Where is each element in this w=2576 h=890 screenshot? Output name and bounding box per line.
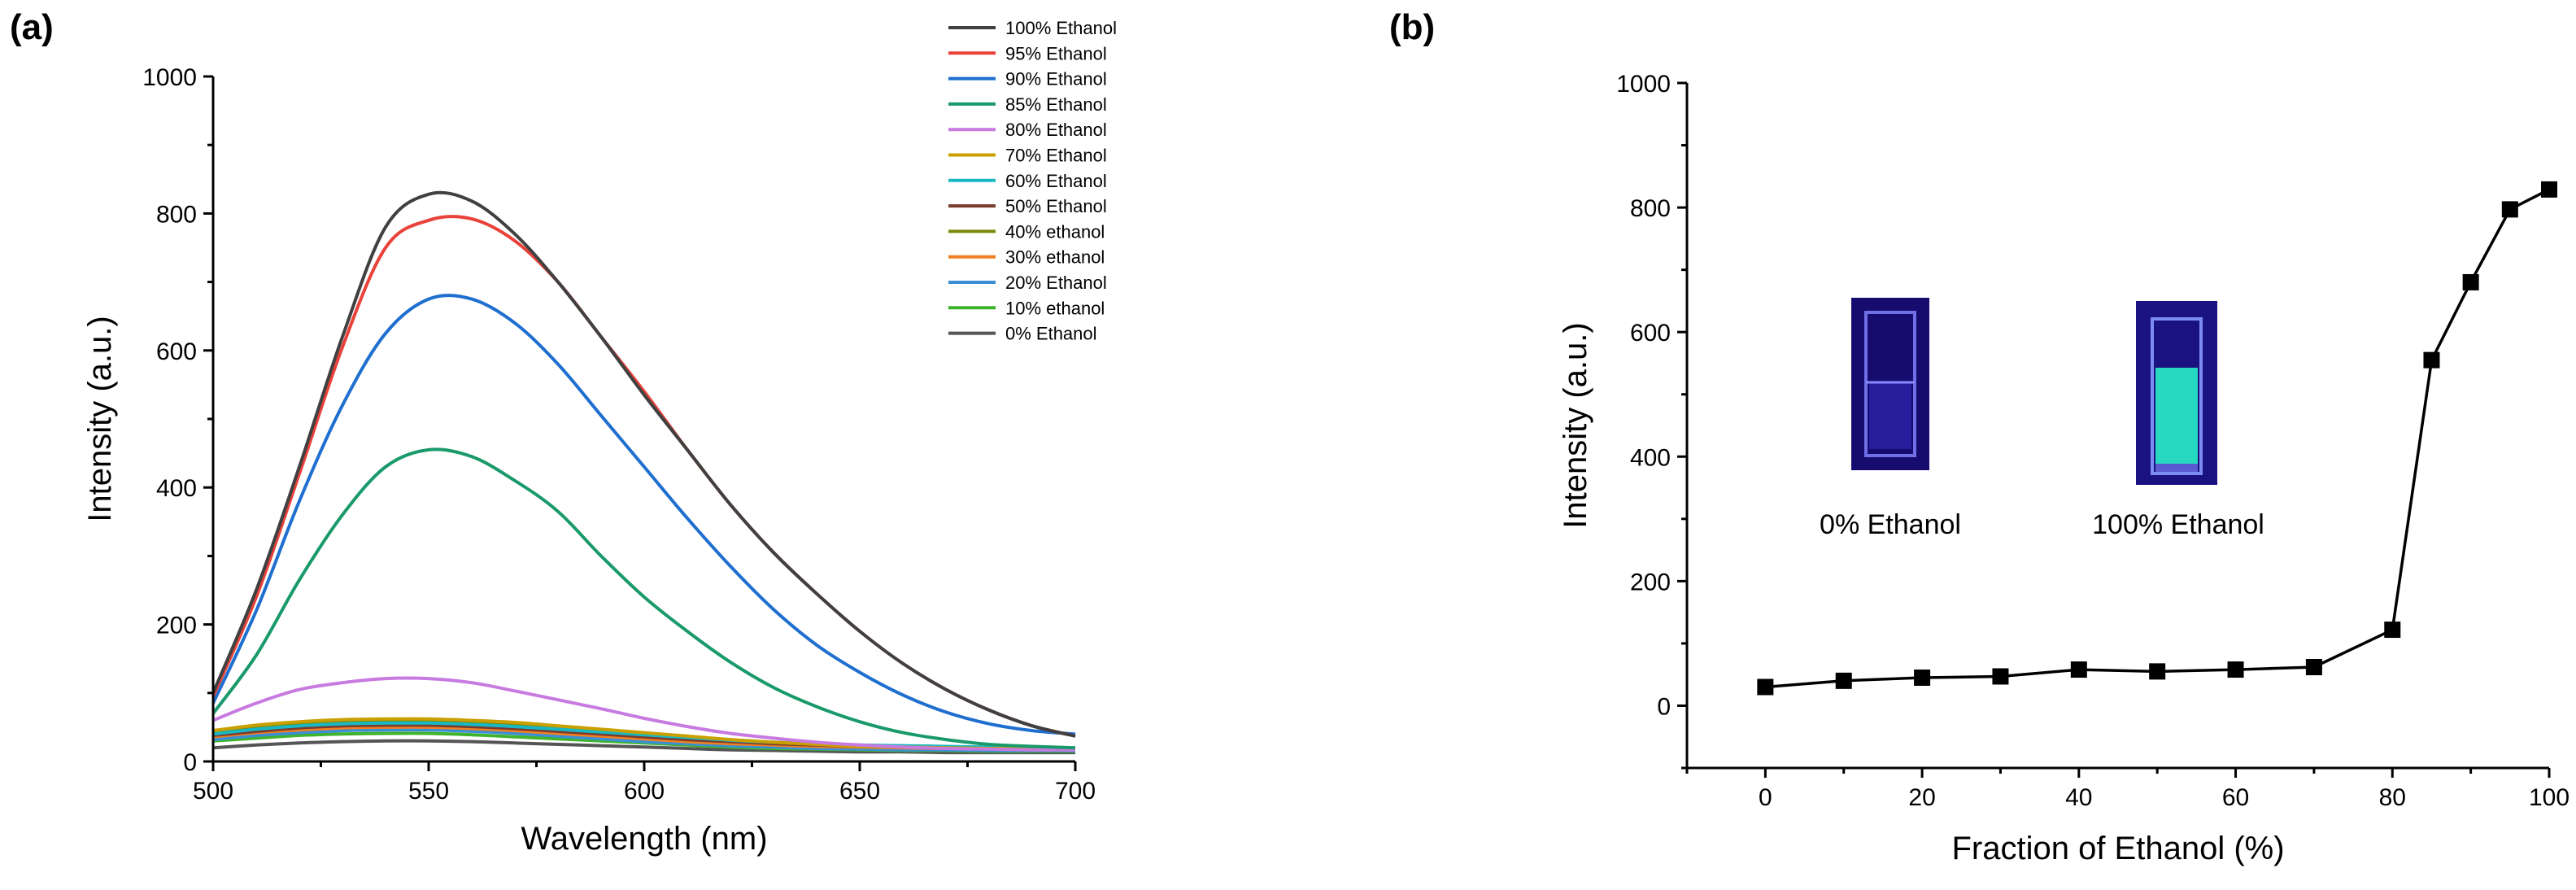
y-axis-title: Intensity (a.u.) <box>1558 322 1593 528</box>
x-axis-title: Wavelength (nm) <box>521 821 767 857</box>
legend-label: 30% ethanol <box>1005 247 1105 268</box>
legend-label: 40% ethanol <box>1005 221 1105 242</box>
data-point-80 <box>2384 622 2401 639</box>
data-point-20 <box>1914 670 1931 687</box>
y-tick-label: 0 <box>183 749 197 776</box>
data-point-10 <box>1835 672 1852 689</box>
x-axis-title: Fraction of Ethanol (%) <box>1951 831 2284 866</box>
x-tick-label: 80 <box>2379 784 2406 811</box>
inset-caption-0-ethanol: 0% Ethanol <box>1820 509 1961 540</box>
legend-label: 90% Ethanol <box>1005 69 1107 89</box>
legend-label: 85% Ethanol <box>1005 94 1107 115</box>
data-point-30 <box>1992 668 2009 685</box>
y-tick-label: 1000 <box>1616 71 1671 98</box>
spectrum-line-3 <box>211 447 1076 750</box>
legend-label: 0% Ethanol <box>1005 324 1097 344</box>
panel-label-a: (a) <box>10 7 54 47</box>
data-point-100 <box>2541 181 2557 198</box>
data-point-70 <box>2305 658 2322 675</box>
spectrum-line-12 <box>212 739 1075 755</box>
emission-spectra-chart: 500 550 600 650 700 0 200 400 600 800 1000 Waveleng… <box>82 18 1117 857</box>
data-point-90 <box>2462 273 2479 290</box>
spectrum-line-1 <box>211 215 1076 738</box>
spectrum-line-0 <box>211 190 1076 738</box>
cuvette-photo-0 <box>1851 298 1929 470</box>
spectra-series-group <box>211 190 1076 755</box>
y-tick-label: 1000 <box>142 64 197 91</box>
legend-label: 70% Ethanol <box>1005 146 1107 166</box>
y-tick-label: 200 <box>156 613 197 639</box>
legend-label: 50% Ethanol <box>1005 196 1107 216</box>
legend-label: 60% Ethanol <box>1005 171 1107 191</box>
y-tick-label: 800 <box>156 201 197 228</box>
legend-label: 100% Ethanol <box>1005 18 1117 38</box>
data-point-60 <box>2227 661 2244 678</box>
inset-caption-100-ethanol: 100% Ethanol <box>2092 509 2264 540</box>
data-point-40 <box>2070 661 2087 678</box>
spectrum-line-2 <box>211 294 1076 736</box>
cuvette-photo-100 <box>2136 301 2217 485</box>
x-tick-label: 650 <box>839 778 880 805</box>
data-point-95 <box>2501 201 2518 218</box>
x-tick-label: 500 <box>193 778 233 805</box>
x-tick-label: 40 <box>2065 784 2092 811</box>
y-tick-label: 400 <box>1630 444 1671 471</box>
spectra-legend: 100% Ethanol 95% Ethanol 90% Ethanol 85% Et… <box>948 18 1117 344</box>
panel-label-b: (b) <box>1389 7 1435 47</box>
x-tick-label: 60 <box>2222 784 2249 811</box>
x-tick-label: 550 <box>408 778 449 805</box>
data-point-50 <box>2149 663 2166 680</box>
legend-label: 95% Ethanol <box>1005 43 1107 63</box>
legend-label: 10% ethanol <box>1005 298 1105 318</box>
x-tick-label: 20 <box>1908 784 1935 811</box>
y-tick-label: 600 <box>156 338 197 365</box>
x-tick-label: 100 <box>2529 784 2569 811</box>
fraction-series-group <box>1757 181 2557 696</box>
y-tick-label: 400 <box>156 475 197 502</box>
y-tick-label: 200 <box>1630 569 1671 596</box>
y-tick-label: 600 <box>1630 320 1671 347</box>
y-axis-title: Intensity (a.u.) <box>82 316 118 521</box>
x-tick-label: 700 <box>1055 778 1096 805</box>
data-point-0 <box>1757 678 1774 696</box>
y-tick-label: 800 <box>1630 195 1671 222</box>
legend-label: 80% Ethanol <box>1005 120 1107 140</box>
spectrum-line-4 <box>212 676 1076 752</box>
legend-label: 20% Ethanol <box>1005 273 1107 293</box>
spectra-axes: 500 550 600 650 700 0 200 400 600 800 1000 Waveleng… <box>82 64 1096 857</box>
data-point-85 <box>2423 351 2440 369</box>
x-tick-label: 600 <box>624 778 665 805</box>
x-tick-label: 0 <box>1759 784 1772 811</box>
y-tick-label: 0 <box>1657 693 1671 720</box>
